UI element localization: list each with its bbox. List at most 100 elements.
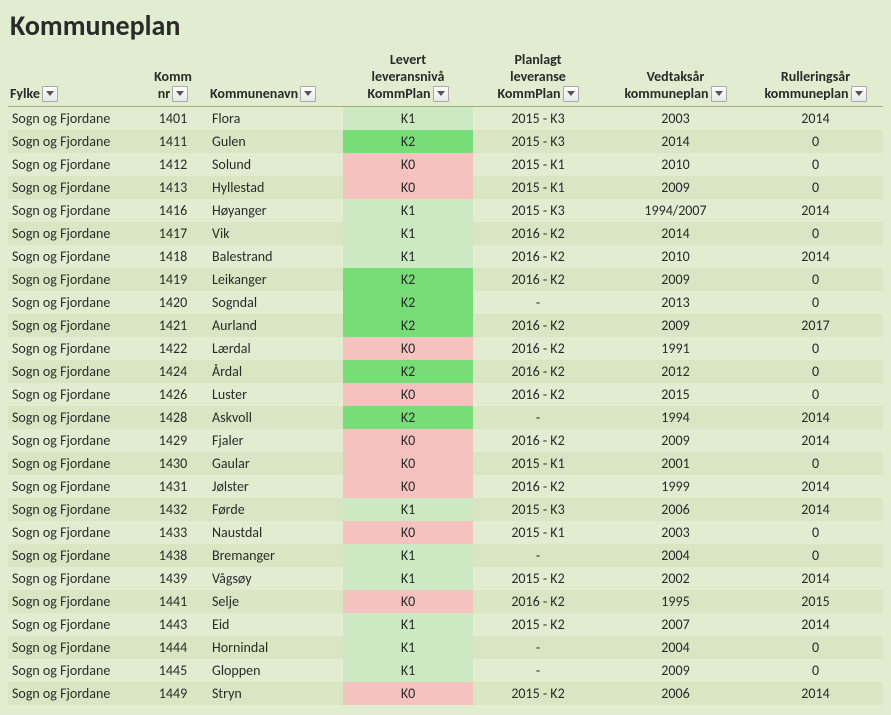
- cell-nr: 1422: [138, 337, 208, 360]
- cell-nr: 1426: [138, 383, 208, 406]
- cell-fylke: Sogn og Fjordane: [8, 613, 138, 636]
- cell-fylke: Sogn og Fjordane: [8, 291, 138, 314]
- cell-plan: 2016 - K2: [473, 245, 603, 268]
- column-header-vedtak[interactable]: Vedtaksårkommuneplan: [603, 49, 748, 107]
- cell-nr: 1424: [138, 360, 208, 383]
- cell-vedtak: 2003: [603, 107, 748, 131]
- cell-nr: 1441: [138, 590, 208, 613]
- filter-dropdown-icon[interactable]: [851, 86, 867, 102]
- column-header-navn[interactable]: Kommunenavn: [208, 49, 343, 107]
- cell-nr: 1413: [138, 176, 208, 199]
- cell-rull: 2014: [748, 406, 883, 429]
- cell-levert: K0: [343, 337, 473, 360]
- cell-levert: K2: [343, 268, 473, 291]
- cell-navn: Leikanger: [208, 268, 343, 291]
- cell-nr: 1430: [138, 452, 208, 475]
- cell-vedtak: 2002: [603, 567, 748, 590]
- filter-dropdown-icon[interactable]: [563, 86, 579, 102]
- cell-rull: 2014: [748, 199, 883, 222]
- table-row: Sogn og Fjordane1428AskvollK2-19942014: [8, 406, 883, 429]
- cell-fylke: Sogn og Fjordane: [8, 199, 138, 222]
- cell-levert: K0: [343, 176, 473, 199]
- cell-nr: 1432: [138, 498, 208, 521]
- cell-nr: 1419: [138, 268, 208, 291]
- filter-dropdown-icon[interactable]: [300, 86, 316, 102]
- cell-vedtak: 2001: [603, 452, 748, 475]
- cell-plan: 2015 - K1: [473, 521, 603, 544]
- column-header-nr[interactable]: Kommnr: [138, 49, 208, 107]
- cell-vedtak: 1994/2007: [603, 199, 748, 222]
- table-row: Sogn og Fjordane1443EidK12015 - K2200720…: [8, 613, 883, 636]
- cell-navn: Stryn: [208, 682, 343, 705]
- column-header-plan[interactable]: PlanlagtleveranseKommPlan: [473, 49, 603, 107]
- column-header-rull[interactable]: Rulleringsårkommuneplan: [748, 49, 883, 107]
- cell-fylke: Sogn og Fjordane: [8, 636, 138, 659]
- table-row: Sogn og Fjordane1420SogndalK2-20130: [8, 291, 883, 314]
- cell-rull: 0: [748, 222, 883, 245]
- table-row: Sogn og Fjordane1418BalestrandK12016 - K…: [8, 245, 883, 268]
- cell-fylke: Sogn og Fjordane: [8, 268, 138, 291]
- cell-nr: 1411: [138, 130, 208, 153]
- cell-nr: 1445: [138, 659, 208, 682]
- cell-vedtak: 2014: [603, 222, 748, 245]
- cell-levert: K0: [343, 153, 473, 176]
- cell-navn: Høyanger: [208, 199, 343, 222]
- filter-dropdown-icon[interactable]: [433, 86, 449, 102]
- cell-fylke: Sogn og Fjordane: [8, 429, 138, 452]
- cell-rull: 0: [748, 452, 883, 475]
- cell-nr: 1428: [138, 406, 208, 429]
- cell-levert: K1: [343, 636, 473, 659]
- table-row: Sogn og Fjordane1445GloppenK1-20090: [8, 659, 883, 682]
- cell-plan: 2015 - K2: [473, 682, 603, 705]
- cell-navn: Aurland: [208, 314, 343, 337]
- column-header-fylke[interactable]: Fylke: [8, 49, 138, 107]
- cell-plan: -: [473, 406, 603, 429]
- cell-fylke: Sogn og Fjordane: [8, 360, 138, 383]
- column-header-levert[interactable]: LevertleveransnivåKommPlan: [343, 49, 473, 107]
- cell-rull: 0: [748, 521, 883, 544]
- cell-vedtak: 2004: [603, 544, 748, 567]
- cell-rull: 0: [748, 268, 883, 291]
- cell-nr: 1401: [138, 107, 208, 131]
- cell-nr: 1439: [138, 567, 208, 590]
- filter-dropdown-icon[interactable]: [172, 86, 188, 102]
- cell-vedtak: 1991: [603, 337, 748, 360]
- cell-rull: 0: [748, 291, 883, 314]
- cell-navn: Vik: [208, 222, 343, 245]
- cell-vedtak: 1995: [603, 590, 748, 613]
- cell-vedtak: 2009: [603, 314, 748, 337]
- cell-plan: -: [473, 636, 603, 659]
- cell-nr: 1431: [138, 475, 208, 498]
- cell-levert: K1: [343, 613, 473, 636]
- cell-navn: Gaular: [208, 452, 343, 475]
- cell-navn: Fjaler: [208, 429, 343, 452]
- table-row: Sogn og Fjordane1429FjalerK02016 - K2200…: [8, 429, 883, 452]
- table-row: Sogn og Fjordane1401FloraK12015 - K32003…: [8, 107, 883, 131]
- cell-vedtak: 2009: [603, 268, 748, 291]
- cell-nr: 1444: [138, 636, 208, 659]
- cell-plan: -: [473, 544, 603, 567]
- cell-nr: 1449: [138, 682, 208, 705]
- cell-levert: K0: [343, 521, 473, 544]
- cell-fylke: Sogn og Fjordane: [8, 383, 138, 406]
- table-row: Sogn og Fjordane1422LærdalK02016 - K2199…: [8, 337, 883, 360]
- cell-levert: K1: [343, 245, 473, 268]
- cell-navn: Eid: [208, 613, 343, 636]
- cell-vedtak: 1994: [603, 406, 748, 429]
- cell-fylke: Sogn og Fjordane: [8, 222, 138, 245]
- cell-levert: K1: [343, 498, 473, 521]
- table-row: Sogn og Fjordane1416HøyangerK12015 - K31…: [8, 199, 883, 222]
- cell-vedtak: 2015: [603, 383, 748, 406]
- cell-levert: K0: [343, 452, 473, 475]
- table-row: Sogn og Fjordane1417VikK12016 - K220140: [8, 222, 883, 245]
- cell-plan: 2015 - K1: [473, 176, 603, 199]
- filter-dropdown-icon[interactable]: [711, 86, 727, 102]
- cell-plan: 2016 - K2: [473, 337, 603, 360]
- cell-levert: K2: [343, 314, 473, 337]
- cell-navn: Vågsøy: [208, 567, 343, 590]
- cell-fylke: Sogn og Fjordane: [8, 153, 138, 176]
- cell-vedtak: 2006: [603, 498, 748, 521]
- filter-dropdown-icon[interactable]: [42, 86, 58, 102]
- cell-plan: 2015 - K3: [473, 130, 603, 153]
- cell-fylke: Sogn og Fjordane: [8, 176, 138, 199]
